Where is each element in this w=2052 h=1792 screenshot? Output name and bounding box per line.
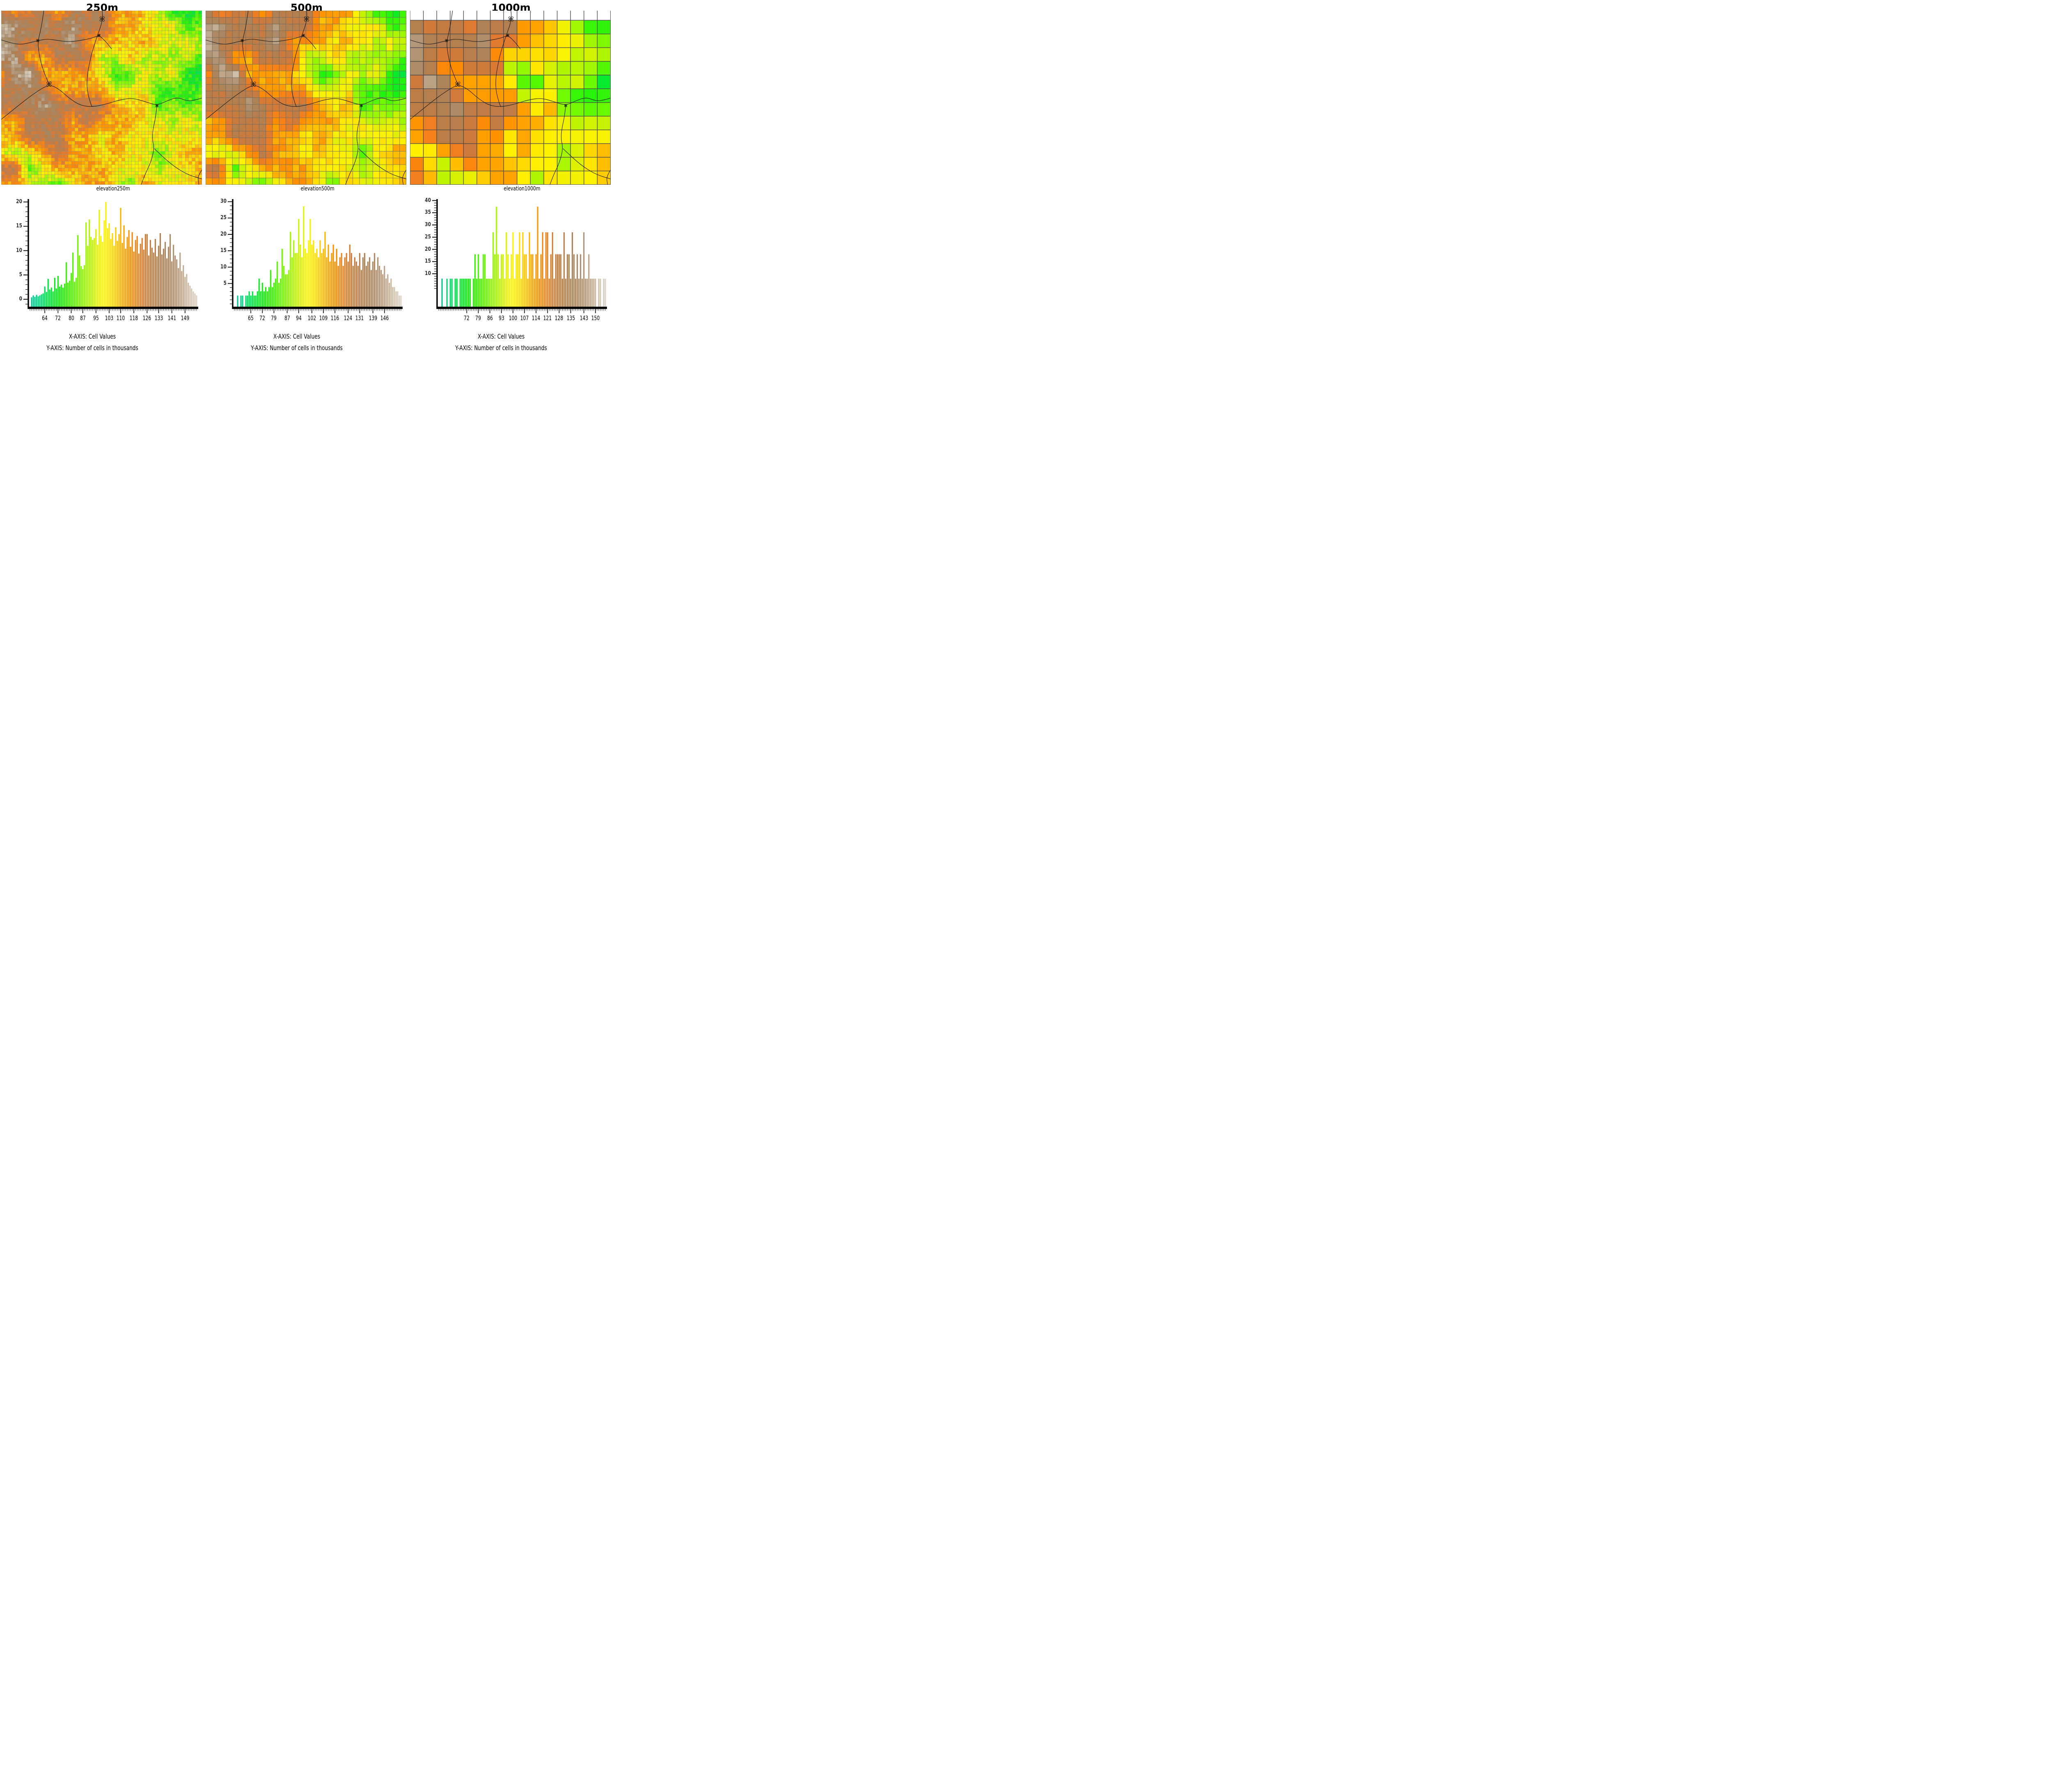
panel-500m: 500m elevation500m 5 10 15 20 25 30 65 72 79 87 94…	[204, 0, 409, 358]
hist-canvas	[0, 193, 204, 316]
map-canvas	[206, 11, 406, 185]
histogram-title: elevation1000m	[504, 186, 540, 192]
caption-x-axis: X-AXIS: Cell Values	[477, 332, 525, 340]
hist-canvas	[409, 193, 613, 316]
map-canvas	[1, 11, 202, 185]
caption-x-axis: X-AXIS: Cell Values	[69, 332, 116, 340]
caption-y-axis: Y-AXIS: Number of cells in thousands	[251, 344, 343, 352]
hist-canvas	[204, 193, 409, 316]
histogram-title: elevation250m	[96, 186, 131, 192]
grass-gis-elevation-comparison: 250m elevation250m 0 5 10 15 20 64 72 80 87 95 103…	[0, 0, 613, 358]
map-canvas	[410, 11, 611, 185]
caption-y-axis: Y-AXIS: Number of cells in thousands	[46, 344, 138, 352]
caption-y-axis: Y-AXIS: Number of cells in thousands	[455, 344, 547, 352]
caption-x-axis: X-AXIS: Cell Values	[273, 332, 321, 340]
panel-1000m: 1000m elevation1000m 10 15 20 25 30 35 40 72 79 8…	[409, 0, 613, 358]
panel-250m: 250m elevation250m 0 5 10 15 20 64 72 80 87 95 103…	[0, 0, 204, 358]
histogram-title: elevation500m	[300, 186, 335, 192]
